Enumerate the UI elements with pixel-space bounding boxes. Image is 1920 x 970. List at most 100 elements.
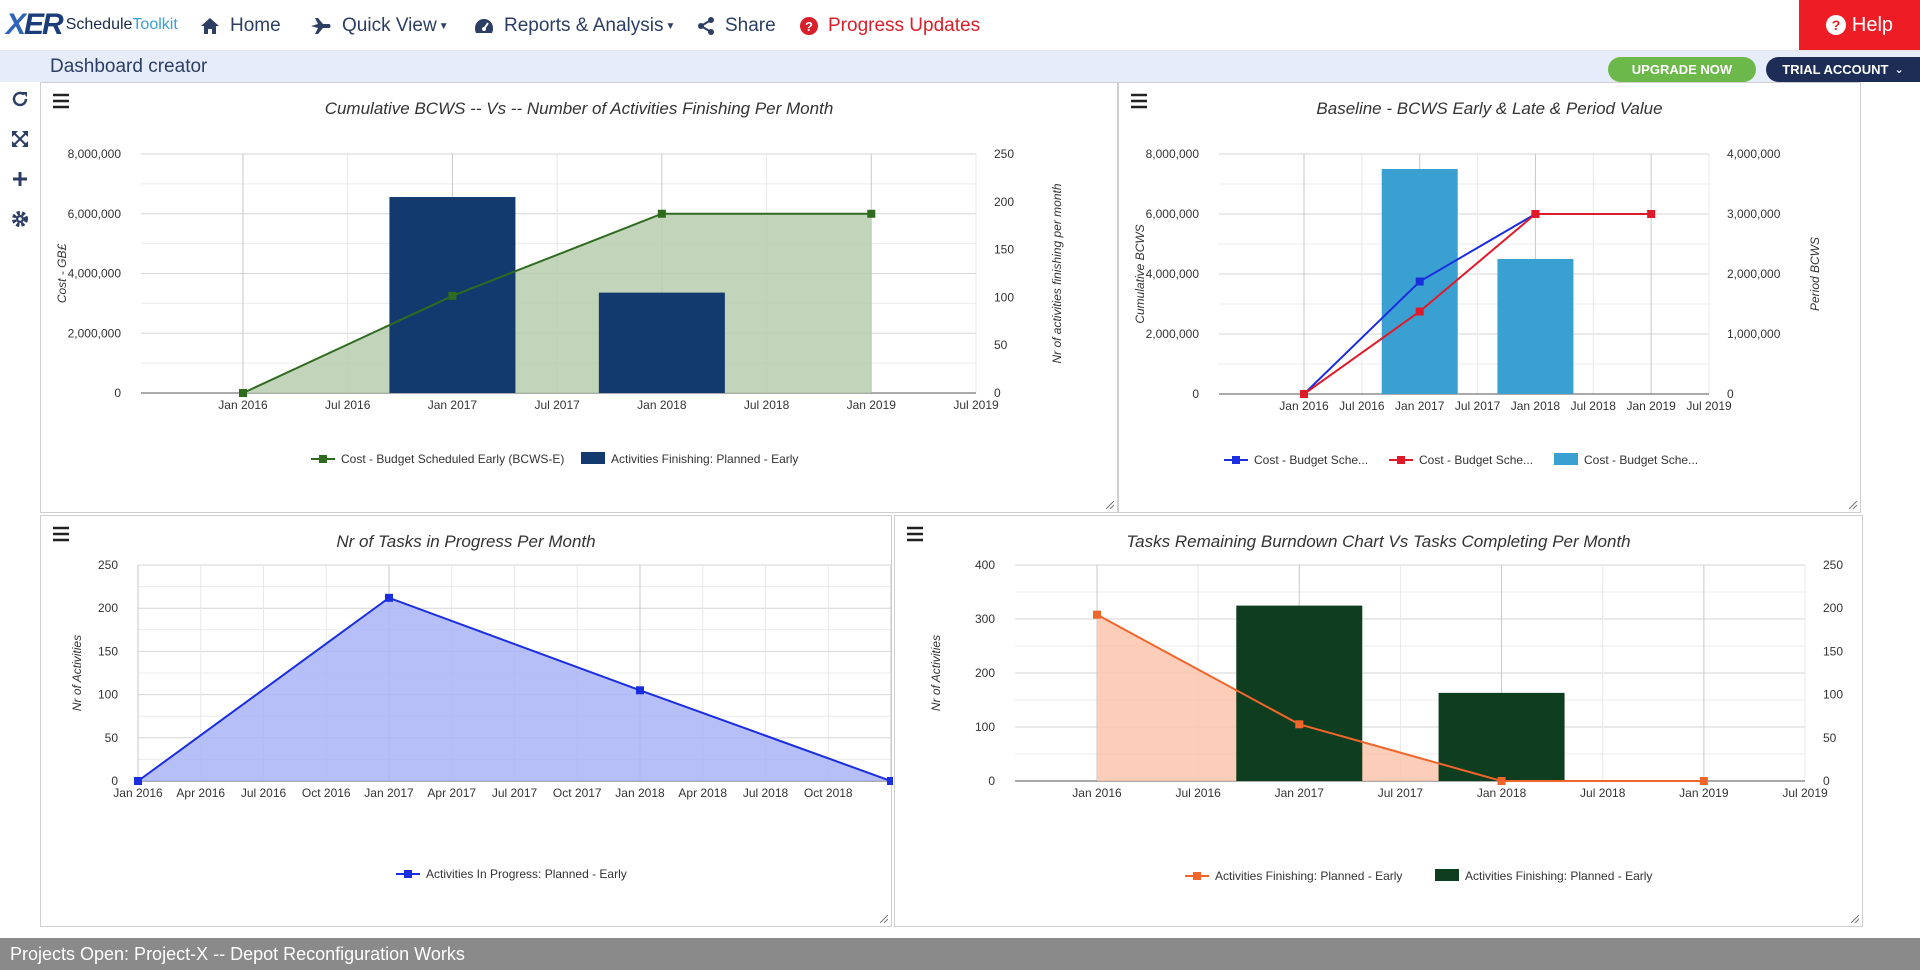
series-line [242, 212, 872, 394]
x-tick-label: Jul 2019 [1686, 399, 1732, 413]
x-tick-label: Jul 2018 [1571, 399, 1617, 413]
data-point [636, 686, 644, 695]
x-tick-label: Jan 2016 [1072, 786, 1122, 800]
x-tick-label: Jan 2018 [615, 786, 665, 800]
logo-text: Schedule [65, 16, 133, 33]
y-tick-label: 100 [98, 688, 118, 702]
left-toolbar [0, 82, 40, 932]
y2-tick-label: 50 [1823, 731, 1837, 745]
upgrade-now-button[interactable]: UPGRADE NOW [1608, 57, 1756, 82]
x-tick-label: Jan 2018 [1477, 786, 1527, 800]
data-point [1295, 720, 1304, 729]
y-tick-label: 0 [988, 774, 995, 788]
hamburger-menu-icon[interactable] [51, 91, 71, 111]
page-title: Dashboard creator [50, 56, 208, 77]
question-circle-icon: ? [800, 17, 818, 35]
top-navbar: XER Schedule Toolkit Home Quick View ▼ Rep… [0, 0, 1920, 51]
y2-tick-label: 250 [1823, 558, 1843, 572]
resize-handle-icon[interactable] [880, 915, 888, 923]
legend-marker [1397, 456, 1405, 464]
settings-button[interactable] [9, 208, 31, 230]
y-tick-label: 300 [975, 612, 995, 626]
y2-tick-label: 2,000,000 [1727, 267, 1781, 281]
nav-share[interactable]: Share [697, 14, 776, 38]
bar [1236, 605, 1363, 781]
y2-tick-label: 0 [1727, 387, 1734, 401]
data-point [448, 291, 457, 300]
fullscreen-button[interactable] [9, 128, 31, 150]
legend-label: Activities Finishing: Planned - Early [611, 452, 798, 466]
x-tick-label: Jul 2018 [744, 398, 790, 412]
y-tick-label: 4,000,000 [1146, 267, 1200, 281]
nav-progress-label: Progress Updates [828, 15, 981, 36]
chart-title: Cumulative BCWS -- Vs -- Number of Activ… [324, 99, 834, 118]
y-axis-title: Cost - GB£ [55, 244, 69, 304]
data-point [1415, 277, 1424, 286]
hamburger-menu-icon[interactable] [51, 524, 71, 544]
legend-label: Activities Finishing: Planned - Early [1465, 869, 1652, 883]
share-icon [698, 17, 714, 35]
expand-icon [12, 131, 28, 147]
x-tick-label: Jan 2017 [1395, 399, 1445, 413]
nav-quick-view[interactable]: Quick View ▼ [310, 14, 449, 38]
nav-reports-label: Reports & Analysis [504, 15, 664, 36]
y2-tick-label: 0 [994, 386, 1001, 400]
y2-tick-label: 200 [994, 195, 1014, 209]
x-tick-label: Jan 2017 [364, 786, 414, 800]
nav-progress-updates[interactable]: ? Progress Updates [800, 14, 980, 38]
series-line [1303, 213, 1652, 395]
chart-panel-cumulative-bcws: Cumulative BCWS -- Vs -- Number of Activ… [40, 82, 1118, 513]
data-point [1531, 210, 1540, 218]
y-tick-label: 100 [975, 720, 995, 734]
resize-handle-icon[interactable] [1851, 915, 1859, 923]
y-axis-title: Nr of Activities [929, 635, 943, 711]
series-line [1096, 613, 1704, 782]
x-tick-label: Jan 2019 [1679, 786, 1729, 800]
x-tick-label: Jul 2018 [1580, 786, 1626, 800]
x-tick-label: Oct 2018 [804, 786, 853, 800]
data-point [1647, 210, 1656, 218]
help-label: Help [1851, 13, 1894, 36]
x-tick-label: Oct 2017 [553, 786, 602, 800]
y-tick-label: 6,000,000 [68, 207, 122, 221]
hamburger-menu-icon[interactable] [905, 524, 925, 544]
legend-label: Cost - Budget Sche... [1254, 453, 1368, 467]
app-logo[interactable]: XER Schedule Toolkit [6, 8, 178, 42]
hamburger-menu-icon[interactable] [1129, 91, 1149, 111]
svg-text:?: ? [805, 19, 813, 34]
x-tick-label: Jan 2017 [1275, 786, 1325, 800]
x-tick-label: Jan 2019 [847, 398, 897, 412]
caret-down-icon: ▼ [438, 20, 449, 32]
chart-panel-baseline-bcws: Baseline - BCWS Early & Late & Period Va… [1118, 82, 1861, 513]
nav-quick-view-label: Quick View [342, 15, 437, 36]
refresh-button[interactable] [9, 88, 31, 110]
resize-handle-icon[interactable] [1106, 501, 1114, 509]
data-point [134, 777, 142, 785]
page-header: Dashboard creator [0, 51, 1920, 82]
nav-reports-analysis[interactable]: Reports & Analysis ▼ [474, 14, 675, 38]
x-tick-label: Jul 2016 [1339, 399, 1385, 413]
x-tick-label: Oct 2016 [302, 786, 351, 800]
chart-panel-burndown: Tasks Remaining Burndown Chart Vs Tasks … [894, 515, 1863, 927]
refresh-icon [12, 91, 28, 107]
resize-handle-icon[interactable] [1849, 501, 1857, 509]
x-tick-label: Jul 2017 [534, 398, 580, 412]
legend-label: Cost - Budget Sche... [1419, 453, 1533, 467]
data-point [657, 209, 666, 218]
bar [1438, 692, 1565, 781]
legend-label: Cost - Budget Scheduled Early (BCWS-E) [341, 452, 564, 466]
legend-marker [319, 455, 327, 463]
add-chart-button[interactable] [9, 168, 31, 190]
x-tick-label: Jan 2016 [113, 786, 163, 800]
x-tick-label: Jul 2017 [1378, 786, 1424, 800]
y-tick-label: 8,000,000 [68, 147, 122, 161]
home-icon [201, 18, 219, 34]
trial-account-button[interactable]: TRIAL ACCOUNT ⌄ [1766, 57, 1920, 82]
bar [598, 292, 725, 393]
help-button[interactable]: ? Help [1799, 0, 1920, 50]
legend-marker [404, 870, 412, 878]
nav-home[interactable]: Home [200, 14, 281, 38]
y2-tick-label: 4,000,000 [1727, 147, 1781, 161]
y2-tick-label: 1,000,000 [1727, 327, 1781, 341]
legend-marker [1232, 456, 1240, 464]
